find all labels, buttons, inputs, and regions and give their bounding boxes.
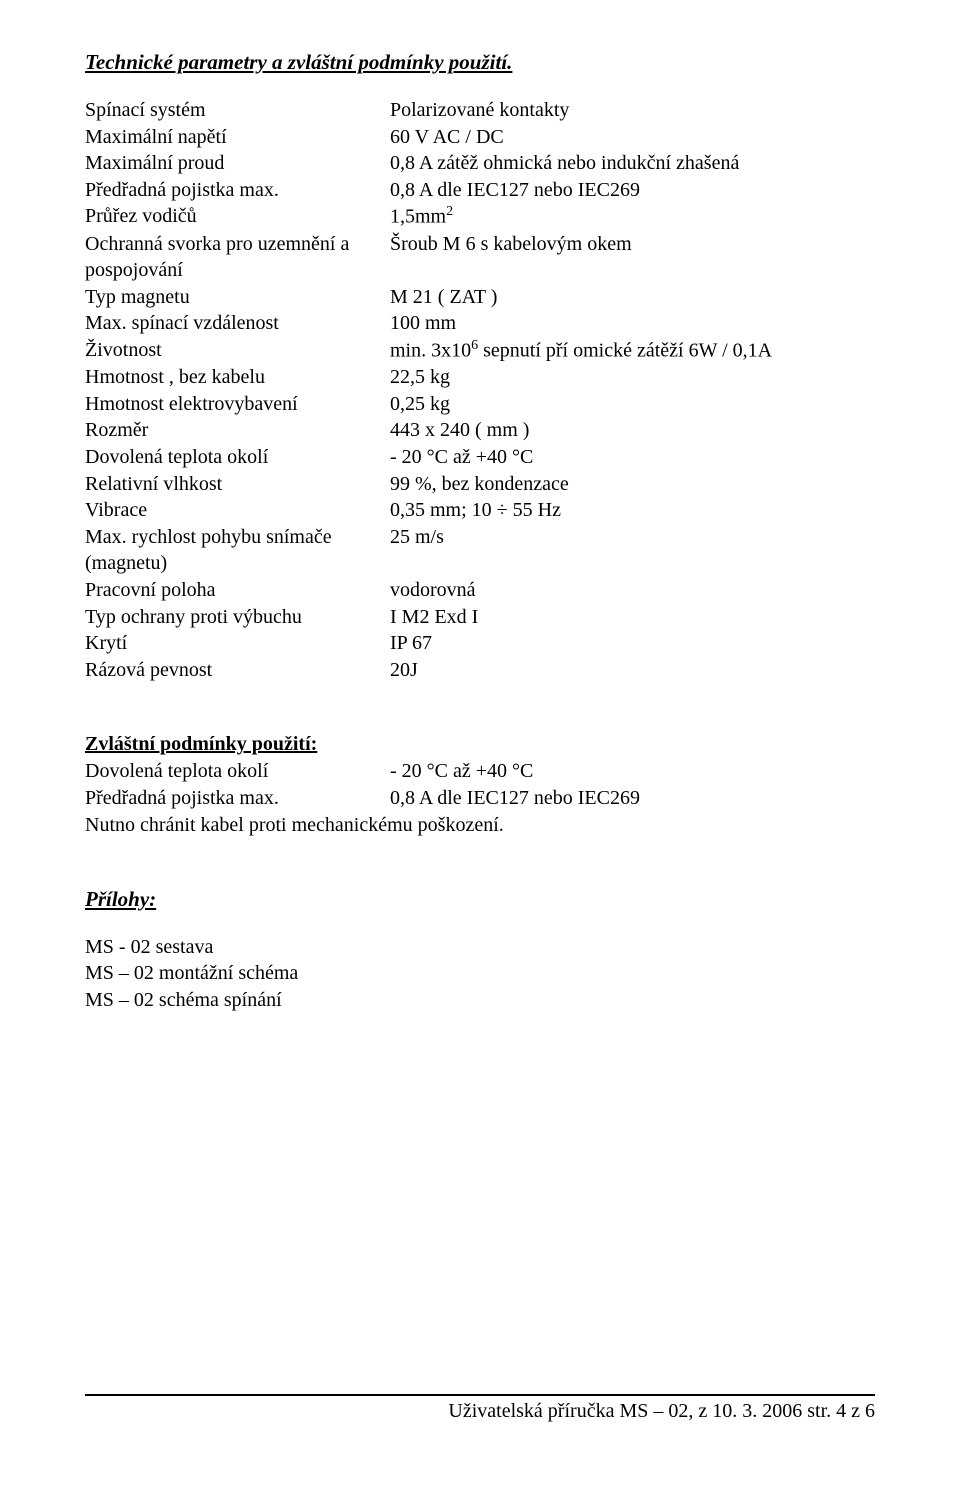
table-row: Pracovní polohavodorovná	[85, 577, 875, 604]
param-label: Ochranná svorka pro uzemnění a	[85, 231, 390, 258]
param-value: vodorovná	[390, 577, 875, 604]
condition-value: - 20 °C až +40 °C	[390, 758, 875, 785]
table-row: (magnetu)	[85, 550, 875, 577]
param-label: Předřadná pojistka max.	[85, 177, 390, 204]
param-label: Maximální proud	[85, 150, 390, 177]
param-label: Rozměr	[85, 417, 390, 444]
main-heading: Technické parametry a zvláštní podmínky …	[85, 50, 875, 75]
attachment-item: MS - 02 sestava	[85, 934, 875, 961]
param-value: - 20 °C až +40 °C	[390, 444, 875, 471]
table-row: Dovolená teplota okolí- 20 °C až +40 °C	[85, 758, 875, 785]
table-row: Typ magnetuM 21 ( ZAT )	[85, 284, 875, 311]
param-label: Typ ochrany proti výbuchu	[85, 604, 390, 631]
table-row: Dovolená teplota okolí- 20 °C až +40 °C	[85, 444, 875, 471]
param-label: Spínací systém	[85, 97, 390, 124]
param-value: 0,35 mm; 10 ÷ 55 Hz	[390, 497, 875, 524]
param-value: 22,5 kg	[390, 364, 875, 391]
param-label: Rázová pevnost	[85, 657, 390, 684]
param-label: Max. spínací vzdálenost	[85, 310, 390, 337]
param-label: Vibrace	[85, 497, 390, 524]
table-row: Vibrace0,35 mm; 10 ÷ 55 Hz	[85, 497, 875, 524]
table-row: Max. rychlost pohybu snímače25 m/s	[85, 524, 875, 551]
param-value: min. 3x106 sepnutí pří omické zátěží 6W …	[390, 337, 875, 364]
param-label: Typ magnetu	[85, 284, 390, 311]
param-value: 0,8 A dle IEC127 nebo IEC269	[390, 177, 875, 204]
param-value: IP 67	[390, 630, 875, 657]
conditions-note: Nutno chránit kabel proti mechanickému p…	[85, 814, 875, 837]
table-row: Typ ochrany proti výbuchuI M2 Exd I	[85, 604, 875, 631]
table-row: Hmotnost elektrovybavení0,25 kg	[85, 391, 875, 418]
footer-text: Uživatelská příručka MS – 02, z 10. 3. 2…	[85, 1400, 875, 1423]
param-label: (magnetu)	[85, 550, 390, 577]
table-row: Maximální proud0,8 A zátěž ohmická nebo …	[85, 150, 875, 177]
table-row: Životnostmin. 3x106 sepnutí pří omické z…	[85, 337, 875, 364]
table-row: Maximální napětí60 V AC / DC	[85, 124, 875, 151]
param-label: Hmotnost elektrovybavení	[85, 391, 390, 418]
condition-value: 0,8 A dle IEC127 nebo IEC269	[390, 785, 875, 812]
param-label: Krytí	[85, 630, 390, 657]
param-value: 25 m/s	[390, 524, 875, 551]
param-label: Průřez vodičů	[85, 203, 390, 230]
param-value: 100 mm	[390, 310, 875, 337]
table-row: KrytíIP 67	[85, 630, 875, 657]
param-value: 20J	[390, 657, 875, 684]
page-footer: Uživatelská příručka MS – 02, z 10. 3. 2…	[85, 1394, 875, 1423]
table-row: Ochranná svorka pro uzemnění aŠroub M 6 …	[85, 231, 875, 258]
table-row: Předřadná pojistka max.0,8 A dle IEC127 …	[85, 177, 875, 204]
table-row: Rázová pevnost20J	[85, 657, 875, 684]
attachments-heading: Přílohy:	[85, 887, 875, 912]
param-label: Hmotnost , bez kabelu	[85, 364, 390, 391]
param-label: Max. rychlost pohybu snímače	[85, 524, 390, 551]
table-row: Max. spínací vzdálenost100 mm	[85, 310, 875, 337]
table-row: Rozměr443 x 240 ( mm )	[85, 417, 875, 444]
param-value: 443 x 240 ( mm )	[390, 417, 875, 444]
param-value: 0,8 A zátěž ohmická nebo indukční zhašen…	[390, 150, 875, 177]
param-label: Maximální napětí	[85, 124, 390, 151]
param-value: M 21 ( ZAT )	[390, 284, 875, 311]
param-value: 0,25 kg	[390, 391, 875, 418]
table-row: Hmotnost , bez kabelu22,5 kg	[85, 364, 875, 391]
table-row: Průřez vodičů1,5mm2	[85, 203, 875, 230]
param-value: 99 %, bez kondenzace	[390, 471, 875, 498]
attachment-item: MS – 02 schéma spínání	[85, 987, 875, 1014]
param-label: Dovolená teplota okolí	[85, 444, 390, 471]
param-label: pospojování	[85, 257, 390, 284]
attachments-list: MS - 02 sestavaMS – 02 montážní schémaMS…	[85, 934, 875, 1014]
param-value: 60 V AC / DC	[390, 124, 875, 151]
param-value: I M2 Exd I	[390, 604, 875, 631]
table-row: Předřadná pojistka max.0,8 A dle IEC127 …	[85, 785, 875, 812]
param-value: Šroub M 6 s kabelovým okem	[390, 231, 875, 258]
param-label: Relativní vlhkost	[85, 471, 390, 498]
condition-label: Předřadná pojistka max.	[85, 785, 390, 812]
footer-rule	[85, 1394, 875, 1396]
table-row: Spínací systémPolarizované kontakty	[85, 97, 875, 124]
attachment-item: MS – 02 montážní schéma	[85, 960, 875, 987]
conditions-table: Dovolená teplota okolí- 20 °C až +40 °CP…	[85, 758, 875, 811]
condition-label: Dovolená teplota okolí	[85, 758, 390, 785]
param-value: 1,5mm2	[390, 203, 875, 230]
params-table: Spínací systémPolarizované kontaktyMaxim…	[85, 97, 875, 683]
param-label: Životnost	[85, 337, 390, 364]
table-row: pospojování	[85, 257, 875, 284]
param-label: Pracovní poloha	[85, 577, 390, 604]
conditions-heading: Zvláštní podmínky použití:	[85, 733, 875, 756]
param-value: Polarizované kontakty	[390, 97, 875, 124]
table-row: Relativní vlhkost99 %, bez kondenzace	[85, 471, 875, 498]
